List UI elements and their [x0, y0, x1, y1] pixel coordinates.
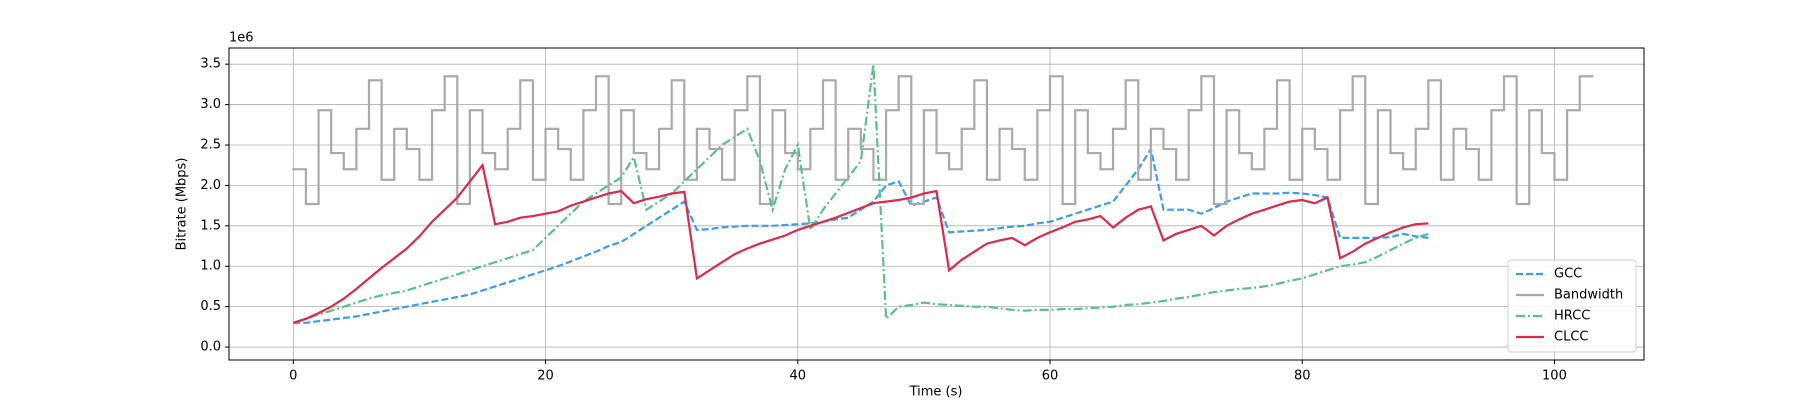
bandwidth-steps [292, 75, 1594, 206]
legend-label: Bandwidth [1554, 288, 1623, 303]
y-tick-label: 0.5 [200, 299, 221, 314]
legend-label: CLCC [1554, 330, 1588, 345]
y-tick-label: 1.0 [200, 259, 221, 274]
x-tick-label: 0 [289, 369, 297, 384]
y-tick-label: 1.5 [200, 218, 221, 233]
x-tick-label: 80 [1294, 369, 1311, 384]
x-tick-label: 40 [790, 369, 807, 384]
x-tick-label: 60 [1042, 369, 1059, 384]
x-tick-label: 20 [537, 369, 554, 384]
legend-box [1507, 259, 1637, 353]
y-tick-label: 0.0 [200, 340, 221, 355]
legend-label: GCC [1554, 267, 1582, 282]
series-line [293, 146, 1429, 324]
y-axis-label: Bitrate (Mbps) [175, 158, 190, 251]
y-tick-label: 3.5 [200, 57, 221, 72]
series-line [292, 162, 1429, 324]
y-tick-label: 2.5 [200, 137, 221, 152]
x-tick-label: 100 [1542, 369, 1567, 384]
y-tick-label: 2.0 [200, 178, 221, 193]
offset-text: 1e6 [229, 31, 254, 46]
legend-label: HRCC [1554, 309, 1590, 324]
y-tick-label: 3.0 [200, 97, 221, 112]
plot-frame [228, 47, 1645, 361]
x-axis-label: Time (s) [909, 385, 963, 400]
